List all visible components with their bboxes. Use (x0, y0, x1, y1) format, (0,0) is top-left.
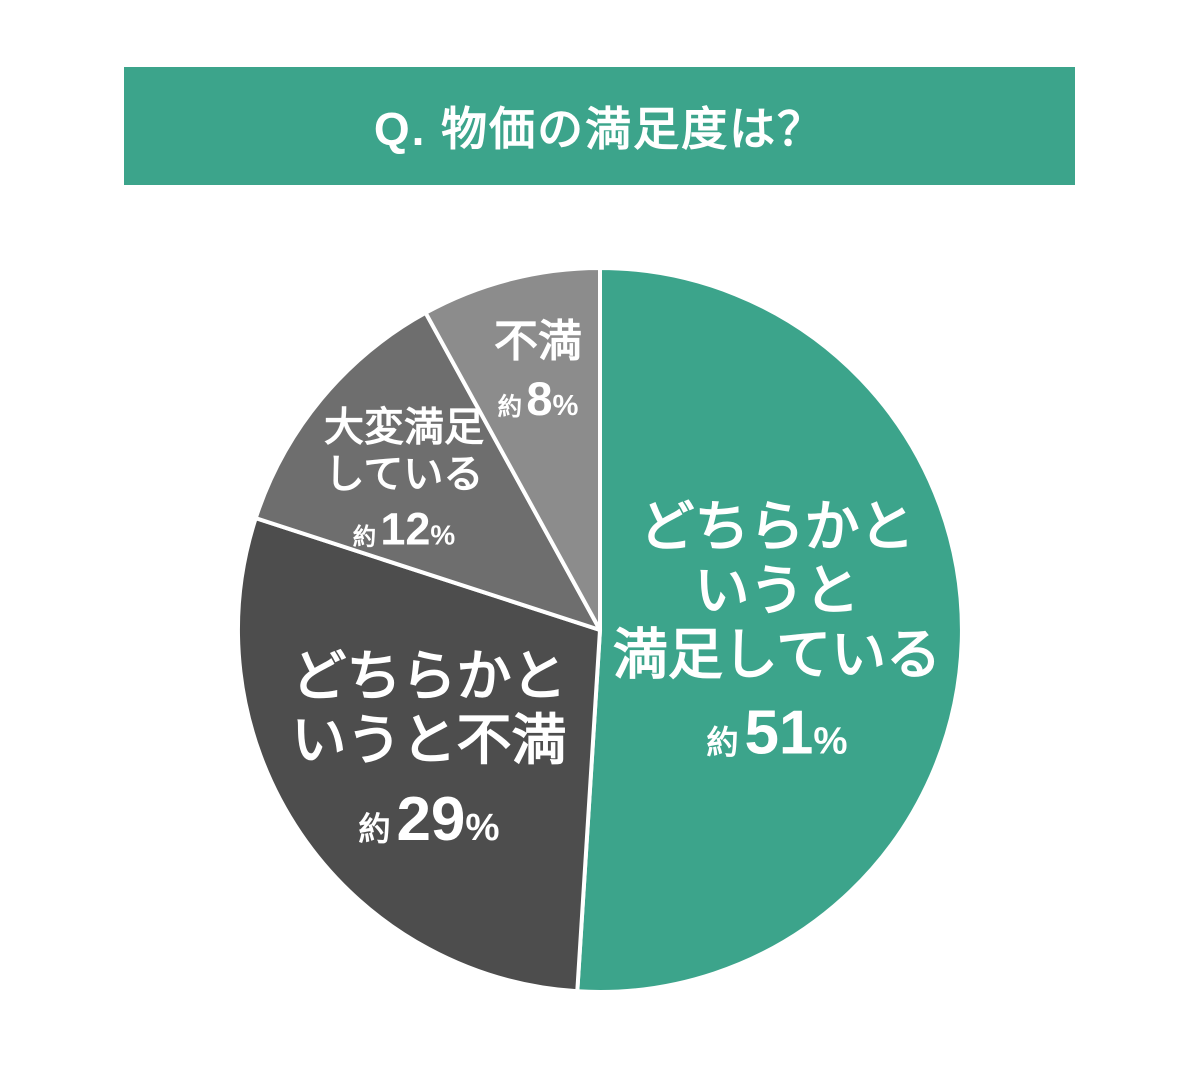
pie-slice-2 (253, 310, 602, 632)
question-title: Q. 物価の満足度は？ (373, 103, 826, 155)
pie-slice-0 (575, 266, 964, 994)
pie-slice-1 (236, 516, 602, 994)
pie-slice-3 (423, 266, 602, 632)
question-header-bar: Q. 物価の満足度は？ (124, 67, 1075, 185)
